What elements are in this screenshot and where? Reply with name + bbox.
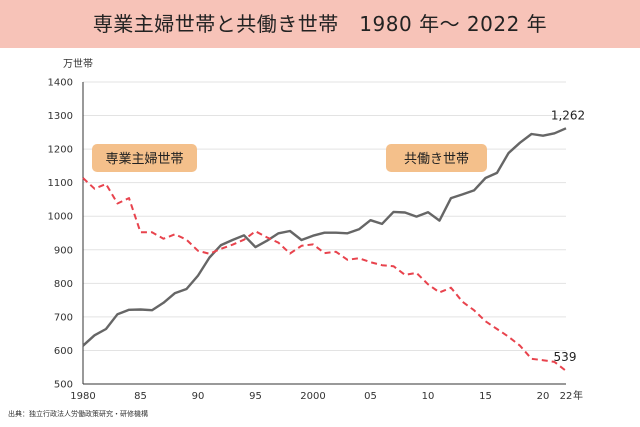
x-axis-unit: 年 (573, 389, 583, 402)
x-tick-label: 90 (192, 391, 205, 402)
housewife-end-label: 539 (554, 350, 577, 364)
x-tick-label: 85 (134, 391, 147, 402)
dual-income-series-badge (386, 144, 487, 172)
dual-income-end-label: 1,262 (551, 108, 585, 122)
y-tick-label: 1300 (48, 111, 73, 122)
x-tick-label: 95 (249, 391, 262, 402)
title-banner (0, 0, 640, 48)
x-tick-label: 10 (422, 391, 435, 402)
y-tick-label: 1200 (48, 145, 73, 156)
housewife-series-line (82, 177, 567, 372)
x-tick-label: 20 (537, 391, 550, 402)
y-tick-label: 1000 (48, 212, 73, 223)
y-axis-title: 万世帯 (63, 57, 93, 70)
y-tick-label: 900 (54, 245, 73, 256)
y-tick-label: 600 (54, 346, 73, 357)
y-tick-label: 500 (54, 380, 73, 391)
x-tick-label: 05 (364, 391, 377, 402)
y-tick-label: 1100 (48, 178, 73, 189)
housewife-series-label: 専業主婦世帯 (105, 151, 183, 167)
x-tick-label: 1980 (70, 391, 95, 402)
y-tick-label: 700 (54, 312, 73, 323)
x-tick-label: 2000 (300, 391, 325, 402)
housewife-series-badge (92, 144, 197, 172)
x-tick-label: 22 (560, 391, 573, 402)
page-title: 専業主婦世帯と共働き世帯 1980 年～ 2022 年 (92, 12, 548, 36)
line-chart: 500 600 700 800 900 1000 1100 1200 1300 1400 万世帯 19… (48, 57, 586, 402)
dual-income-series-label: 共働き世帯 (404, 152, 469, 167)
dual-income-series-line (82, 127, 567, 347)
x-tick-label: 15 (479, 391, 492, 402)
y-tick-label: 1400 (48, 78, 73, 89)
y-tick-label: 800 (54, 279, 73, 290)
source-note: 出典：独立行政法人労働政策研究・研修機構 (8, 410, 148, 418)
